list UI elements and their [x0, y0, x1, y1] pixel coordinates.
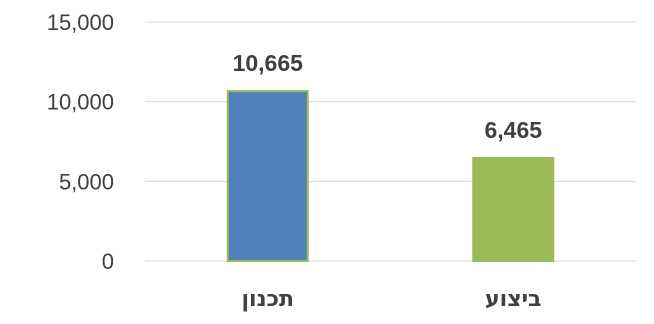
data-labels: 10,665 6,465 — [233, 50, 543, 143]
category-label: תכנון — [241, 287, 294, 312]
y-tick-label: 15,000 — [47, 10, 114, 35]
y-tick-label: 5,000 — [59, 169, 114, 194]
bars — [226, 90, 555, 262]
y-axis-tick-labels: 0 5,000 10,000 15,000 — [47, 10, 114, 274]
gridlines — [145, 21, 636, 262]
y-tick-label: 10,000 — [47, 90, 114, 115]
data-label: 10,665 — [233, 50, 304, 76]
data-label: 6,465 — [484, 117, 542, 143]
bar — [472, 156, 555, 262]
bar — [226, 90, 309, 262]
y-tick-label: 0 — [102, 249, 114, 274]
category-label: ביצוע — [485, 287, 541, 312]
category-labels: תכנון ביצוע — [241, 287, 541, 312]
